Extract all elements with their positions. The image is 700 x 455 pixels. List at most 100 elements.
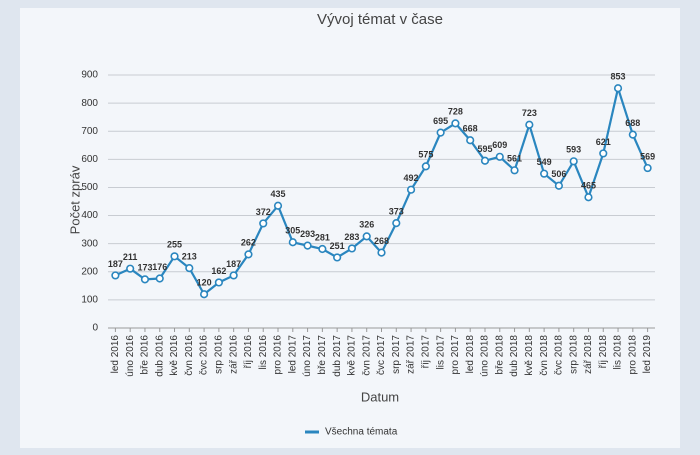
data-point (406, 185, 416, 194)
x-tick-label: lis 2016 (258, 335, 269, 370)
data-label: 853 (611, 72, 626, 82)
x-tick-label: čvc 2016 (199, 335, 210, 375)
data-label: 176 (152, 262, 167, 272)
data-label: 575 (418, 150, 433, 160)
data-label: 723 (522, 108, 537, 118)
data-point (466, 136, 475, 145)
data-point (392, 219, 401, 228)
data-point (155, 274, 164, 283)
x-tick-label: dub 2018 (509, 335, 520, 377)
data-label: 688 (625, 118, 640, 128)
data-point (111, 271, 120, 280)
data-label: 283 (344, 232, 359, 242)
data-label: 549 (537, 157, 552, 167)
x-tick-label: úno 2018 (480, 335, 491, 377)
data-point (273, 201, 283, 210)
x-tick-label: zář 2016 (228, 335, 239, 374)
data-label: 595 (477, 144, 492, 154)
x-tick-label: čvn 2018 (539, 335, 550, 376)
x-tick-label: úno 2017 (302, 335, 313, 377)
data-label: 569 (640, 151, 655, 161)
data-point (140, 275, 150, 284)
x-tick-label: srp 2016 (214, 335, 225, 374)
data-label: 609 (492, 140, 507, 150)
y-axis-title: Počet zpráv (67, 165, 82, 234)
data-point (451, 119, 460, 128)
data-point (333, 253, 342, 262)
x-tick-label: čvn 2017 (361, 335, 372, 376)
data-point (540, 169, 549, 178)
data-label: 173 (137, 263, 152, 273)
x-tick-label: pro 2017 (450, 335, 461, 375)
data-label: 268 (374, 236, 389, 246)
data-label: 435 (270, 189, 285, 199)
x-tick-label: led 2018 (465, 335, 476, 374)
data-point (229, 271, 238, 280)
y-tick-label: 200 (81, 266, 98, 277)
x-tick-label: zář 2018 (583, 335, 594, 374)
y-tick-label: 700 (81, 126, 98, 137)
data-label: 373 (389, 207, 404, 217)
data-point (525, 120, 534, 129)
x-tick-label: čvc 2017 (376, 335, 387, 375)
screen (20, 8, 680, 448)
data-label: 162 (211, 266, 226, 276)
data-label: 251 (330, 241, 345, 251)
x-tick-label: čvc 2018 (554, 335, 565, 375)
data-point (259, 219, 268, 228)
data-label: 593 (566, 145, 581, 155)
data-point (318, 244, 327, 254)
data-point (584, 193, 593, 202)
data-point (170, 252, 179, 261)
data-point (362, 232, 371, 241)
data-label: 695 (433, 116, 448, 126)
x-tick-label: led 2016 (110, 335, 121, 374)
x-tick-label: říj 2016 (243, 335, 254, 369)
x-tick-label: kvě 2018 (524, 335, 535, 376)
x-tick-label: lis 2018 (613, 335, 624, 370)
data-point (244, 250, 253, 259)
data-label: 293 (300, 229, 315, 239)
data-point (436, 128, 445, 137)
x-tick-label: pro 2018 (627, 335, 638, 375)
x-tick-label: bře 2018 (494, 335, 505, 375)
data-label: 120 (197, 278, 212, 288)
x-tick-label: srp 2017 (391, 335, 402, 374)
y-tick-label: 900 (81, 70, 98, 81)
data-point (199, 290, 209, 299)
x-tick-label: čvn 2016 (184, 335, 195, 376)
y-tick-label: 800 (81, 98, 98, 109)
data-point (421, 162, 430, 171)
chart-title: Vývoj témat v čase (317, 11, 443, 28)
x-tick-label: dub 2017 (332, 335, 343, 377)
y-tick-label: 500 (81, 182, 98, 193)
data-point (495, 152, 504, 161)
x-tick-label: bře 2016 (140, 335, 151, 375)
data-label: 211 (123, 252, 138, 262)
data-point (643, 163, 652, 173)
data-label: 255 (167, 240, 182, 250)
data-point (510, 166, 519, 175)
y-tick-label: 100 (81, 295, 98, 306)
data-label: 213 (182, 251, 197, 261)
data-point (303, 241, 312, 250)
data-label: 728 (448, 107, 463, 117)
legend-label: Všechna témata (325, 427, 398, 438)
data-point (126, 264, 135, 273)
x-tick-label: led 2019 (642, 335, 653, 374)
data-point (347, 244, 357, 253)
data-label: 187 (108, 259, 123, 269)
data-point (569, 157, 578, 166)
x-tick-label: led 2017 (287, 335, 298, 374)
data-label: 506 (551, 169, 566, 179)
x-tick-label: úno 2016 (125, 335, 136, 377)
data-label: 262 (241, 238, 256, 248)
y-tick-label: 300 (81, 238, 98, 249)
y-tick-label: 400 (81, 210, 98, 221)
data-point (214, 278, 223, 287)
data-point (185, 264, 194, 273)
y-tick-label: 0 (92, 323, 98, 334)
x-tick-label: lis 2017 (435, 335, 446, 370)
